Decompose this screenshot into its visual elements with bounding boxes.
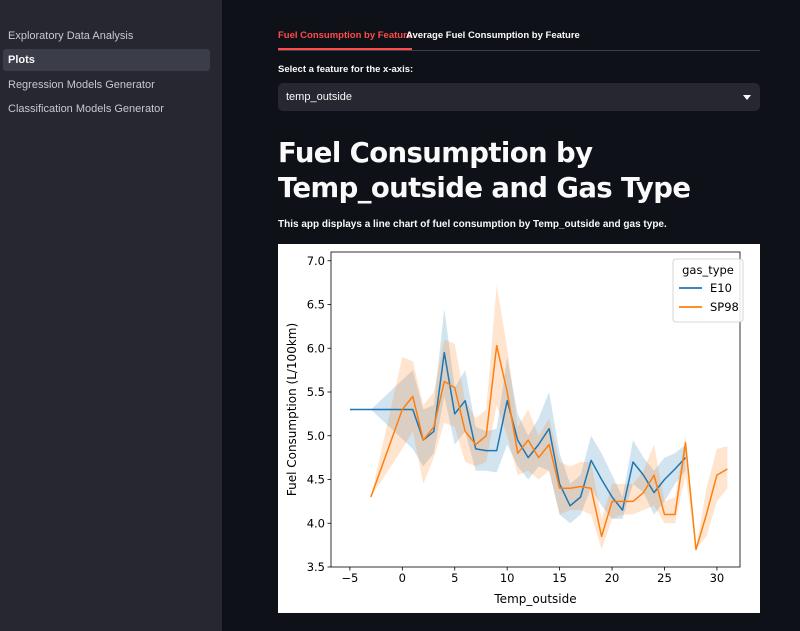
tab-bar: Fuel Consumption by Feature Average Fuel… bbox=[278, 24, 760, 51]
legend: gas_type E10 SP98 bbox=[672, 258, 744, 323]
fuel-consumption-chart: −5 0 5 10 15 20 25 30 3.5 4.0 4.5 5.0 5.5 6.0 6.5 7.0 Te… bbox=[285, 251, 744, 606]
y-tick-label: 7.0 bbox=[307, 254, 325, 268]
x-tick-label: 5 bbox=[451, 571, 458, 585]
chevron-down-icon[interactable] bbox=[743, 95, 751, 100]
sidebar: Exploratory Data Analysis Plots Regressi… bbox=[0, 0, 222, 631]
ci-band-sp98 bbox=[370, 285, 728, 550]
x-tick-label: 10 bbox=[500, 571, 515, 585]
legend-label-sp98: SP98 bbox=[710, 300, 739, 314]
select-label: Select a feature for the x-axis: bbox=[278, 64, 414, 75]
x-tick-label: −5 bbox=[341, 571, 358, 585]
y-tick-label: 6.0 bbox=[307, 341, 325, 355]
sidebar-item-exploratory-data-analysis[interactable]: Exploratory Data Analysis bbox=[8, 30, 134, 42]
plot-frame bbox=[330, 251, 741, 568]
legend-label-e10: E10 bbox=[710, 281, 732, 295]
y-tick-label: 4.5 bbox=[307, 473, 325, 487]
y-tick-label: 6.5 bbox=[307, 298, 325, 312]
sidebar-item-classification-models-generator[interactable]: Classification Models Generator bbox=[8, 103, 164, 115]
main-content: Fuel Consumption by Feature Average Fuel… bbox=[222, 0, 800, 631]
x-tick-label: 30 bbox=[710, 571, 725, 585]
sidebar-item-regression-models-generator[interactable]: Regression Models Generator bbox=[8, 79, 155, 91]
x-tick-label: 0 bbox=[399, 571, 406, 585]
x-tick-label: 15 bbox=[552, 571, 567, 585]
feature-select-value: temp_outside bbox=[286, 91, 353, 103]
tab-fuel-consumption-by-feature[interactable]: Fuel Consumption by Feature bbox=[278, 24, 413, 50]
chart-card: −5 0 5 10 15 20 25 30 3.5 4.0 4.5 5.0 5.5 6.0 6.5 7.0 Te… bbox=[278, 244, 760, 613]
x-axis-label: Temp_outside bbox=[493, 592, 576, 606]
legend-title: gas_type bbox=[682, 263, 734, 277]
feature-select[interactable]: temp_outside bbox=[278, 83, 760, 111]
y-tick-label: 5.5 bbox=[307, 385, 325, 399]
series-line-sp98 bbox=[370, 344, 728, 551]
y-tick-label: 5.0 bbox=[307, 429, 325, 443]
y-tick-label: 4.0 bbox=[307, 516, 325, 530]
y-tick-label: 3.5 bbox=[307, 560, 325, 574]
x-tick-label: 25 bbox=[657, 571, 672, 585]
ci-band-e10 bbox=[349, 308, 686, 524]
y-axis-label: Fuel Consumption (L/100km) bbox=[285, 323, 299, 496]
page-title: Fuel Consumption by Temp_outside and Gas… bbox=[278, 137, 691, 204]
page-description: This app displays a line chart of fuel c… bbox=[278, 219, 667, 230]
sidebar-item-plots[interactable]: Plots bbox=[3, 49, 210, 71]
tab-average-fuel-consumption-by-feature[interactable]: Average Fuel Consumption by Feature bbox=[406, 30, 580, 41]
series-line-e10 bbox=[349, 351, 687, 511]
x-tick-label: 20 bbox=[605, 571, 620, 585]
